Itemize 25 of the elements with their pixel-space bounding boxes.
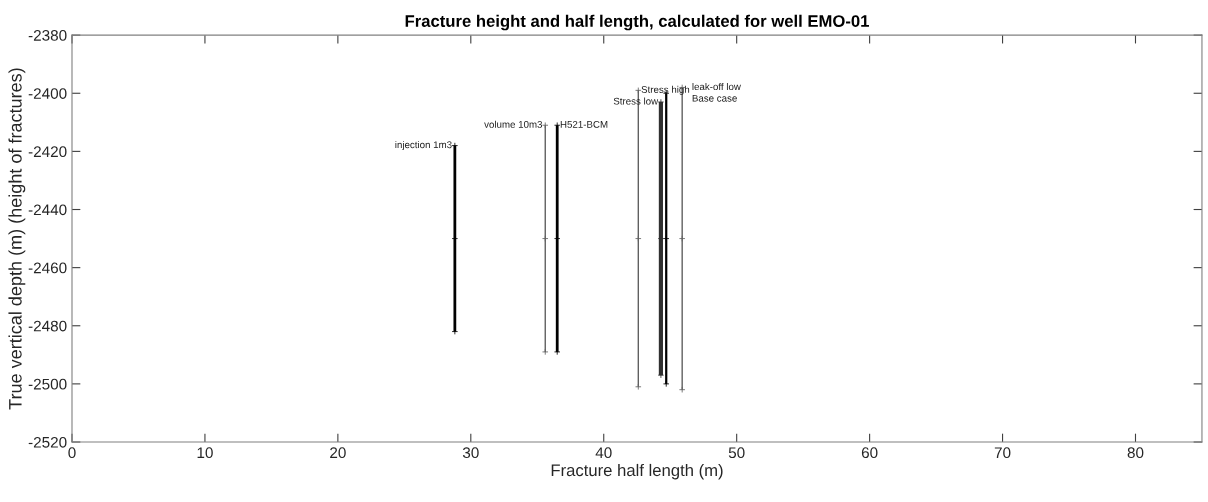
y-tick-label: -2480 bbox=[28, 320, 67, 332]
chart-title: Fracture height and half length, calculated for well EMO-01 bbox=[405, 14, 869, 31]
annotation: H521-BCM bbox=[560, 120, 608, 128]
y-tick-label: -2420 bbox=[28, 146, 67, 158]
y-tick-label: -2520 bbox=[28, 436, 67, 448]
y-tick-label: -2380 bbox=[28, 30, 67, 41]
y-tick-label: -2460 bbox=[28, 262, 67, 274]
x-tick-label: 70 bbox=[994, 447, 1011, 459]
x-tick-label: 60 bbox=[861, 447, 878, 459]
x-tick-label: 20 bbox=[330, 447, 346, 459]
y-axis-title: True vertical depth (m) (height of fractures) bbox=[8, 68, 26, 410]
annotation: leak-off low bbox=[692, 82, 741, 91]
y-tick-label: -2500 bbox=[28, 378, 67, 390]
x-tick-label: 40 bbox=[595, 447, 612, 459]
x-axis-title: Fracture half length (m) bbox=[551, 463, 723, 480]
annotation: injection 1m3 bbox=[395, 141, 452, 151]
x-tick-label: 10 bbox=[197, 447, 213, 459]
annotation: Base case bbox=[692, 94, 737, 102]
annotation: volume 10m3 bbox=[484, 120, 543, 128]
x-tick-label: 30 bbox=[462, 447, 479, 459]
x-tick-label: 0 bbox=[68, 447, 76, 459]
y-tick-label: -2400 bbox=[28, 88, 67, 99]
x-tick-label: 80 bbox=[1127, 447, 1144, 459]
y-tick-label: -2440 bbox=[28, 204, 67, 216]
x-tick-label: 50 bbox=[728, 447, 745, 459]
